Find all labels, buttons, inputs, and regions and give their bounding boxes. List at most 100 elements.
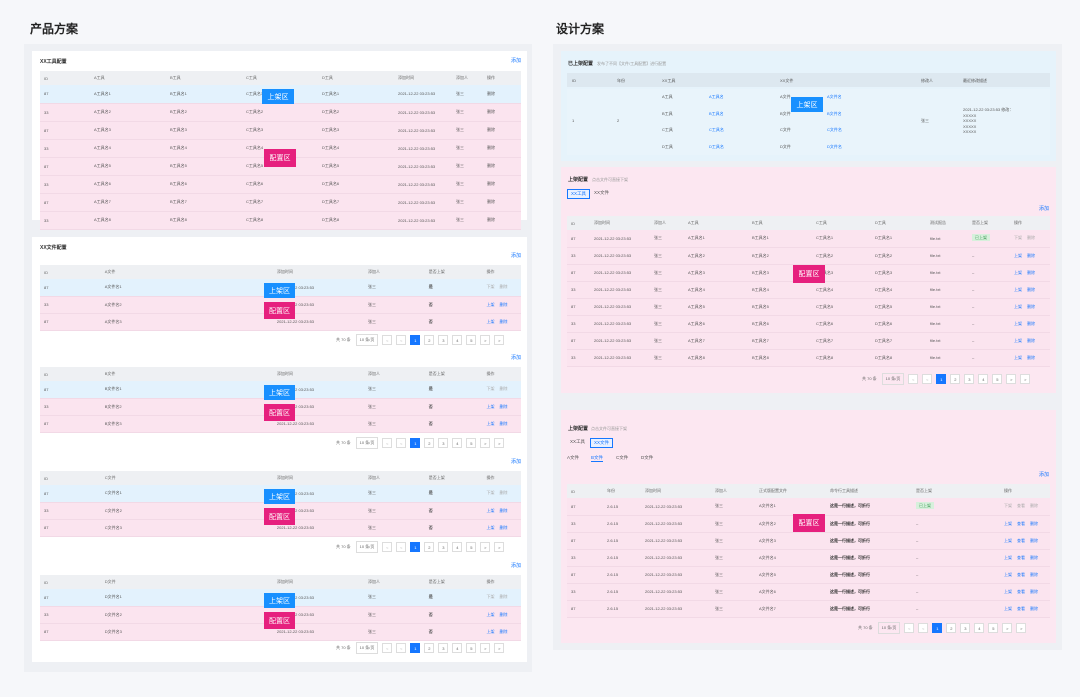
add-link[interactable]: 添加 xyxy=(511,563,522,569)
page-button[interactable]: 3 xyxy=(438,335,449,345)
page-button[interactable]: 5 xyxy=(992,374,1003,384)
up-link[interactable]: 上架 xyxy=(486,628,495,634)
delete-link[interactable]: 删除 xyxy=(1030,503,1038,509)
page-button[interactable]: 5 xyxy=(466,438,477,448)
delete-link[interactable]: 删除 xyxy=(483,103,521,122)
add-link[interactable]: 添加 xyxy=(511,459,522,465)
delete-link[interactable]: 删除 xyxy=(499,611,508,617)
view-link[interactable]: 查看 xyxy=(1017,571,1025,577)
delete-link[interactable]: 删除 xyxy=(483,85,521,104)
down-link[interactable]: 下架 xyxy=(1014,235,1022,241)
page-button[interactable]: 1 xyxy=(410,335,421,345)
delete-link[interactable]: 删除 xyxy=(499,386,508,392)
delete-link[interactable]: 删除 xyxy=(499,490,508,496)
up-link[interactable]: 上架 xyxy=(486,301,495,307)
delete-link[interactable]: 删除 xyxy=(1030,605,1038,611)
delete-link[interactable]: 删除 xyxy=(499,628,508,634)
delete-link[interactable]: 删除 xyxy=(483,139,521,158)
down-link[interactable]: 下架 xyxy=(486,386,495,392)
up-link[interactable]: 上架 xyxy=(486,318,495,324)
delete-link[interactable]: 删除 xyxy=(499,318,508,324)
file-name[interactable]: C文件名 xyxy=(827,127,842,132)
delete-link[interactable]: 删除 xyxy=(1027,354,1035,360)
view-link[interactable]: 查看 xyxy=(1017,537,1025,543)
file-name[interactable]: B文件名 xyxy=(827,110,842,116)
prev-page-button-2[interactable]: < xyxy=(396,643,407,653)
prev-page-button[interactable]: < xyxy=(382,438,393,448)
next-page-button-2[interactable]: > xyxy=(494,643,505,653)
page-button[interactable]: 2 xyxy=(950,374,961,384)
subtab-b[interactable]: B文件 xyxy=(591,455,604,462)
next-page-button[interactable]: > xyxy=(480,542,491,552)
page-size-select[interactable]: 10 条/页 xyxy=(355,437,379,449)
next-page-button[interactable]: > xyxy=(1006,374,1017,384)
up-link[interactable]: 上架 xyxy=(1014,269,1022,275)
up-link[interactable]: 上架 xyxy=(1004,520,1012,526)
tool-name[interactable]: C工具名 xyxy=(709,127,724,132)
up-link[interactable]: 上架 xyxy=(486,611,495,617)
view-link[interactable]: 查看 xyxy=(1017,520,1025,526)
page-button[interactable]: 4 xyxy=(452,438,463,448)
delete-link[interactable]: 删除 xyxy=(483,193,521,212)
delete-link[interactable]: 删除 xyxy=(1030,588,1038,594)
next-page-button-2[interactable]: > xyxy=(494,335,505,345)
next-page-button-2[interactable]: > xyxy=(494,438,505,448)
page-button[interactable]: 4 xyxy=(452,643,463,653)
add-link[interactable]: 添加 xyxy=(1039,472,1050,478)
up-link[interactable]: 上架 xyxy=(486,403,495,409)
delete-link[interactable]: 删除 xyxy=(1027,303,1035,309)
up-link[interactable]: 上架 xyxy=(486,420,495,426)
page-button[interactable]: 5 xyxy=(466,335,477,345)
up-link[interactable]: 上架 xyxy=(1004,571,1012,577)
page-button[interactable]: 3 xyxy=(964,374,975,384)
subtab-a[interactable]: A文件 xyxy=(567,455,580,460)
tool-name[interactable]: A工具名 xyxy=(709,94,724,99)
view-link[interactable]: 查看 xyxy=(1017,554,1025,560)
delete-link[interactable]: 删除 xyxy=(499,403,508,409)
prev-page-button[interactable]: < xyxy=(904,623,915,633)
add-link[interactable]: 添加 xyxy=(511,355,522,361)
add-link[interactable]: 添加 xyxy=(511,253,522,259)
page-button[interactable]: 5 xyxy=(466,643,477,653)
page-button[interactable]: 2 xyxy=(424,542,435,552)
page-button[interactable]: 5 xyxy=(466,542,477,552)
page-button[interactable]: 5 xyxy=(988,623,999,633)
page-button[interactable]: 1 xyxy=(410,643,421,653)
page-button[interactable]: 4 xyxy=(452,542,463,552)
delete-link[interactable]: 删除 xyxy=(1027,337,1035,343)
view-link[interactable]: 查看 xyxy=(1017,588,1025,594)
prev-page-button-2[interactable]: < xyxy=(918,623,929,633)
up-link[interactable]: 上架 xyxy=(1014,252,1022,258)
up-link[interactable]: 上架 xyxy=(1004,605,1012,611)
page-button[interactable]: 2 xyxy=(424,335,435,345)
add-link[interactable]: 添加 xyxy=(1039,206,1050,212)
up-link[interactable]: 上架 xyxy=(1004,588,1012,594)
next-page-button-2[interactable]: > xyxy=(1016,623,1027,633)
file-name[interactable]: A文件名 xyxy=(827,94,842,99)
add-link[interactable]: 添加 xyxy=(511,58,522,64)
next-page-button-2[interactable]: > xyxy=(494,542,505,552)
page-button[interactable]: 2 xyxy=(424,643,435,653)
prev-page-button[interactable]: < xyxy=(382,542,393,552)
prev-page-button-2[interactable]: < xyxy=(396,335,407,345)
delete-link[interactable]: 删除 xyxy=(1030,571,1038,577)
up-link[interactable]: 上架 xyxy=(1014,354,1022,360)
delete-link[interactable]: 删除 xyxy=(1030,537,1038,543)
up-link[interactable]: 上架 xyxy=(1014,320,1022,326)
page-button[interactable]: 3 xyxy=(438,643,449,653)
up-link[interactable]: 上架 xyxy=(1004,554,1012,560)
next-page-button-2[interactable]: > xyxy=(1020,374,1031,384)
page-button[interactable]: 3 xyxy=(960,623,971,633)
delete-link[interactable]: 删除 xyxy=(499,301,508,307)
up-link[interactable]: 上架 xyxy=(1014,286,1022,292)
delete-link[interactable]: 删除 xyxy=(483,211,521,230)
prev-page-button-2[interactable]: < xyxy=(396,542,407,552)
page-size-select[interactable]: 10 条/页 xyxy=(877,622,901,634)
page-button[interactable]: 1 xyxy=(932,623,943,633)
up-link[interactable]: 上架 xyxy=(486,524,495,530)
page-size-select[interactable]: 10 条/页 xyxy=(881,373,905,385)
delete-link[interactable]: 删除 xyxy=(483,175,521,194)
subtab-d[interactable]: D文件 xyxy=(641,455,654,460)
page-button[interactable]: 4 xyxy=(978,374,989,384)
next-page-button[interactable]: > xyxy=(480,335,491,345)
